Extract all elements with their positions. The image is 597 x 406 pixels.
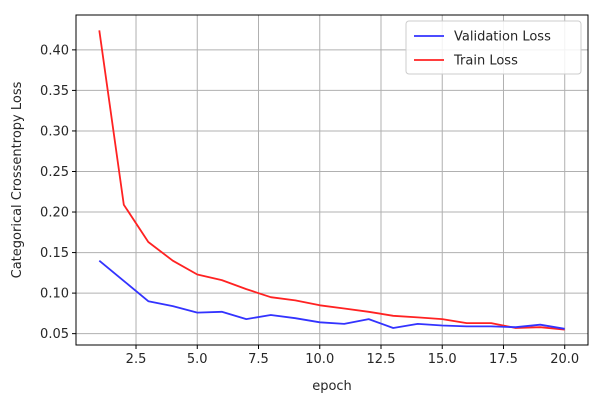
legend-box: [405, 20, 582, 75]
plot-frame: [75, 14, 589, 346]
y-tick-label: 0.05: [40, 327, 69, 342]
y-tick-label: 0.25: [40, 165, 69, 180]
x-tick-label: 2.5: [126, 352, 147, 367]
series-lines: [98, 30, 565, 331]
x-tick-label: 7.5: [248, 352, 269, 367]
y-tick-label: 0.20: [40, 206, 69, 221]
y-tick-label: 0.35: [40, 84, 69, 99]
y-tick-label: 0.30: [40, 124, 69, 139]
x-tick-label: 17.5: [489, 352, 518, 367]
x-tick-label: 10.0: [305, 352, 334, 367]
validation-loss-legend-label: Validation Loss: [454, 30, 551, 45]
train-loss-legend-label: Train Loss: [453, 54, 518, 69]
legend: Validation Loss Train Loss: [405, 20, 582, 75]
x-tick-label: 15.0: [428, 352, 457, 367]
x-axis-ticks: 2.5 5.0 7.5 10.0 12.5 15.0 17.5 20.0: [126, 345, 579, 367]
y-axis-ticks: 0.05 0.10 0.15 0.20 0.25 0.30 0.35 0.40: [40, 43, 76, 342]
x-tick-label: 5.0: [187, 352, 208, 367]
x-tick-label: 20.0: [550, 352, 579, 367]
y-tick-label: 0.40: [40, 43, 69, 58]
x-tick-label: 12.5: [367, 352, 396, 367]
y-tick-label: 0.10: [40, 287, 69, 302]
x-axis-title: epoch: [312, 379, 352, 394]
train-loss-line: [98, 30, 565, 331]
y-tick-label: 0.15: [40, 246, 69, 261]
validation-loss-line: [98, 260, 565, 330]
y-axis-title: Categorical Crossentropy Loss: [10, 81, 25, 278]
